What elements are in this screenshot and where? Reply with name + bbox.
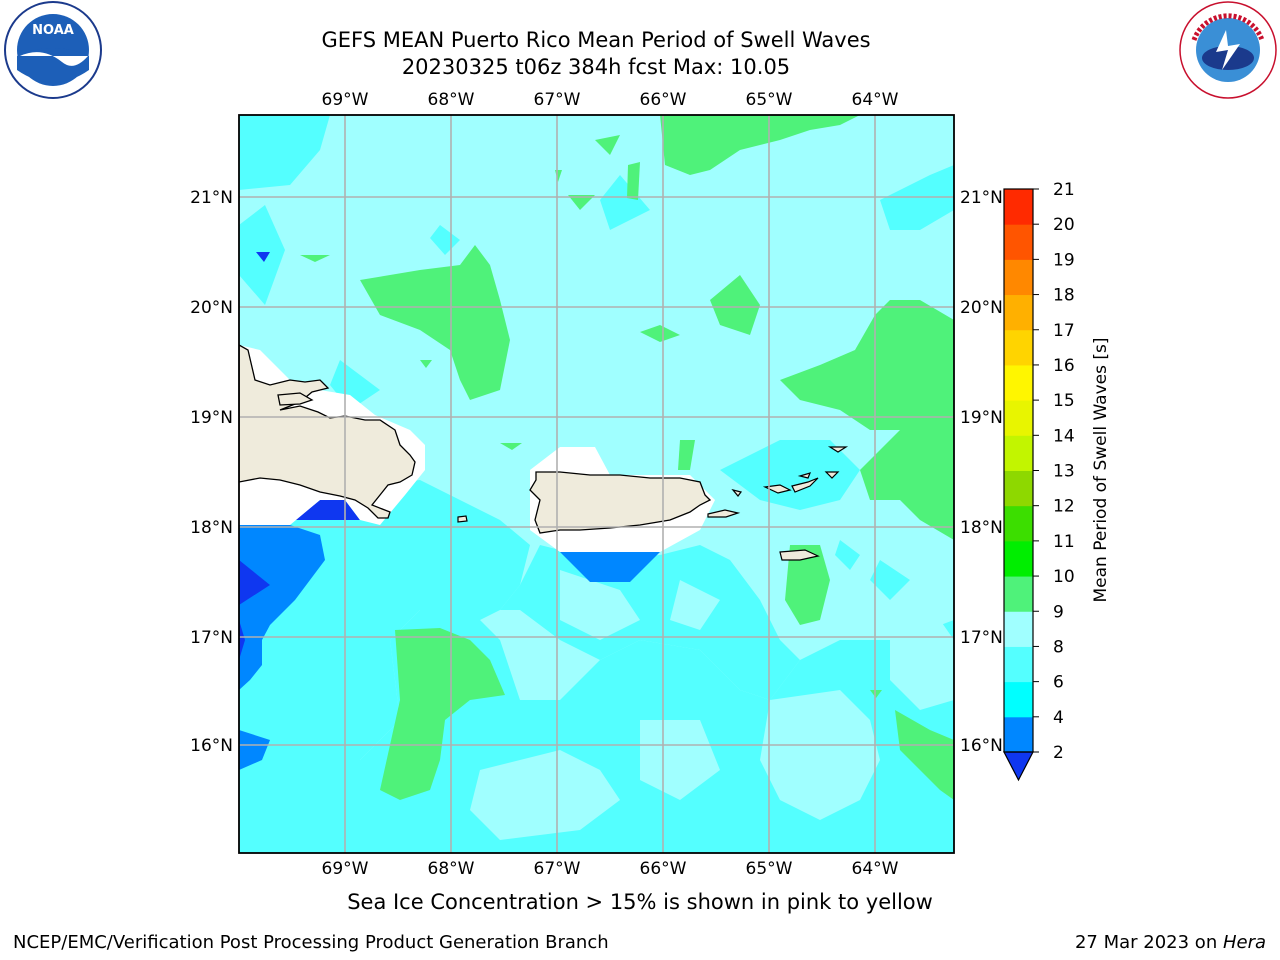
lon-label: 69°W: [322, 859, 369, 879]
colorbar-segment: [1004, 646, 1033, 683]
colorbar-tick-label: 12: [1053, 497, 1075, 517]
lat-label: 17°N: [190, 628, 233, 648]
lat-label: 16°N: [190, 736, 233, 756]
lon-label: 67°W: [534, 90, 581, 110]
lon-labels-bottom: 69°W 68°W 67°W 66°W 65°W 64°W: [322, 859, 899, 879]
colorbar-segment: [1004, 576, 1033, 612]
lat-label: 17°N: [960, 628, 1003, 648]
colorbar-tick-label: 15: [1053, 391, 1075, 411]
lat-labels-right: 21°N 20°N 19°N 18°N 17°N 16°N: [960, 188, 1003, 756]
lat-label: 19°N: [960, 408, 1003, 428]
colorbar-segment: [1004, 505, 1033, 542]
colorbar-segment: [1004, 716, 1033, 753]
colorbar-tick-label: 13: [1053, 462, 1075, 482]
footer-host: Hera: [1222, 932, 1266, 953]
lon-label: 65°W: [746, 90, 793, 110]
lat-label: 18°N: [960, 518, 1003, 538]
colorbar-extend-triangle: [1003, 751, 1034, 782]
colorbar-segment: [1004, 540, 1033, 577]
colorbar-tick-label: 4: [1053, 708, 1064, 728]
colorbar-tick-label: 16: [1053, 356, 1075, 376]
lat-label: 21°N: [190, 188, 233, 208]
lon-label: 66°W: [640, 90, 687, 110]
colorbar-tick-label: 11: [1053, 532, 1075, 552]
lat-label: 20°N: [960, 298, 1003, 318]
colorbar: 2 4 6 8 9 10 11 12 13 14 15 16 17 18 19 20 21: [1003, 180, 1075, 782]
colorbar-segment: [1004, 189, 1033, 225]
colorbar-segment: [1004, 681, 1033, 718]
colorbar-tick-label: 2: [1053, 743, 1064, 763]
colorbar-tick-label: 6: [1053, 673, 1064, 693]
lon-label: 64°W: [852, 859, 899, 879]
period-2-6-regions: [239, 252, 660, 770]
map-subtitle: 20230325 t06z 384h fcst Max: 10.05: [401, 55, 791, 79]
graticule: [239, 115, 954, 853]
period-8-9-inner: [470, 570, 954, 840]
colorbar-tick-label: 18: [1053, 286, 1075, 306]
colorbar-tick-label: 14: [1053, 426, 1075, 446]
colorbar-label: Mean Period of Swell Waves [s]: [1091, 338, 1111, 603]
colorbar-tick-label: 19: [1053, 250, 1075, 270]
colorbar-segment: [1004, 259, 1033, 296]
map-frame: [238, 114, 955, 854]
lat-labels-left: 21°N 20°N 19°N 18°N 17°N 16°N: [190, 188, 233, 756]
puerto-rico: [529, 471, 712, 534]
lon-label: 68°W: [428, 90, 475, 110]
land-areas: [239, 344, 416, 519]
svg-text:NOAA: NOAA: [32, 23, 74, 38]
colorbar-tick-label: 10: [1053, 567, 1075, 587]
colorbar-tick-label: 8: [1053, 637, 1064, 657]
footer-date: 27 Mar 2023 on Hera: [1075, 932, 1266, 953]
period-9-10-regions: [300, 115, 954, 800]
colorbar-tick-label: 17: [1053, 321, 1075, 341]
lon-label: 68°W: [428, 859, 475, 879]
lon-label: 67°W: [534, 859, 581, 879]
noaa-logo: NOAA: [4, 1, 102, 99]
map-panel: [239, 115, 954, 853]
small-islands: [457, 446, 849, 561]
lat-label: 16°N: [960, 736, 1003, 756]
lat-label: 20°N: [190, 298, 233, 318]
map-title: GEFS MEAN Puerto Rico Mean Period of Swe…: [321, 28, 871, 52]
colorbar-tick-label: 20: [1053, 215, 1075, 235]
lat-label: 18°N: [190, 518, 233, 538]
colorbar-segment: [1004, 611, 1033, 647]
lon-label: 69°W: [322, 90, 369, 110]
colorbar-tick-label: 9: [1053, 602, 1064, 622]
sea-ice-caption: Sea Ice Concentration > 15% is shown in …: [347, 890, 933, 914]
footer-credit: NCEP/EMC/Verification Post Processing Pr…: [13, 932, 609, 953]
colorbar-segment: [1004, 364, 1033, 401]
colorbar-segment: [1004, 224, 1033, 260]
lat-label: 21°N: [960, 188, 1003, 208]
colorbar-segment: [1004, 294, 1033, 331]
lon-label: 65°W: [746, 859, 793, 879]
colorbar-tick-label: 21: [1053, 180, 1075, 200]
colorbar-segment: [1004, 435, 1033, 471]
lat-label: 19°N: [190, 408, 233, 428]
colorbar-segment: [1004, 400, 1033, 436]
colorbar-segment: [1004, 329, 1033, 366]
footer-date-text: 27 Mar 2023 on: [1074, 932, 1223, 953]
nws-logo: [1179, 1, 1277, 99]
colorbar-segment: [1004, 470, 1033, 507]
lon-label: 64°W: [852, 90, 899, 110]
lon-labels-top: 69°W 68°W 67°W 66°W 65°W 64°W: [322, 90, 899, 110]
lon-label: 66°W: [640, 859, 687, 879]
